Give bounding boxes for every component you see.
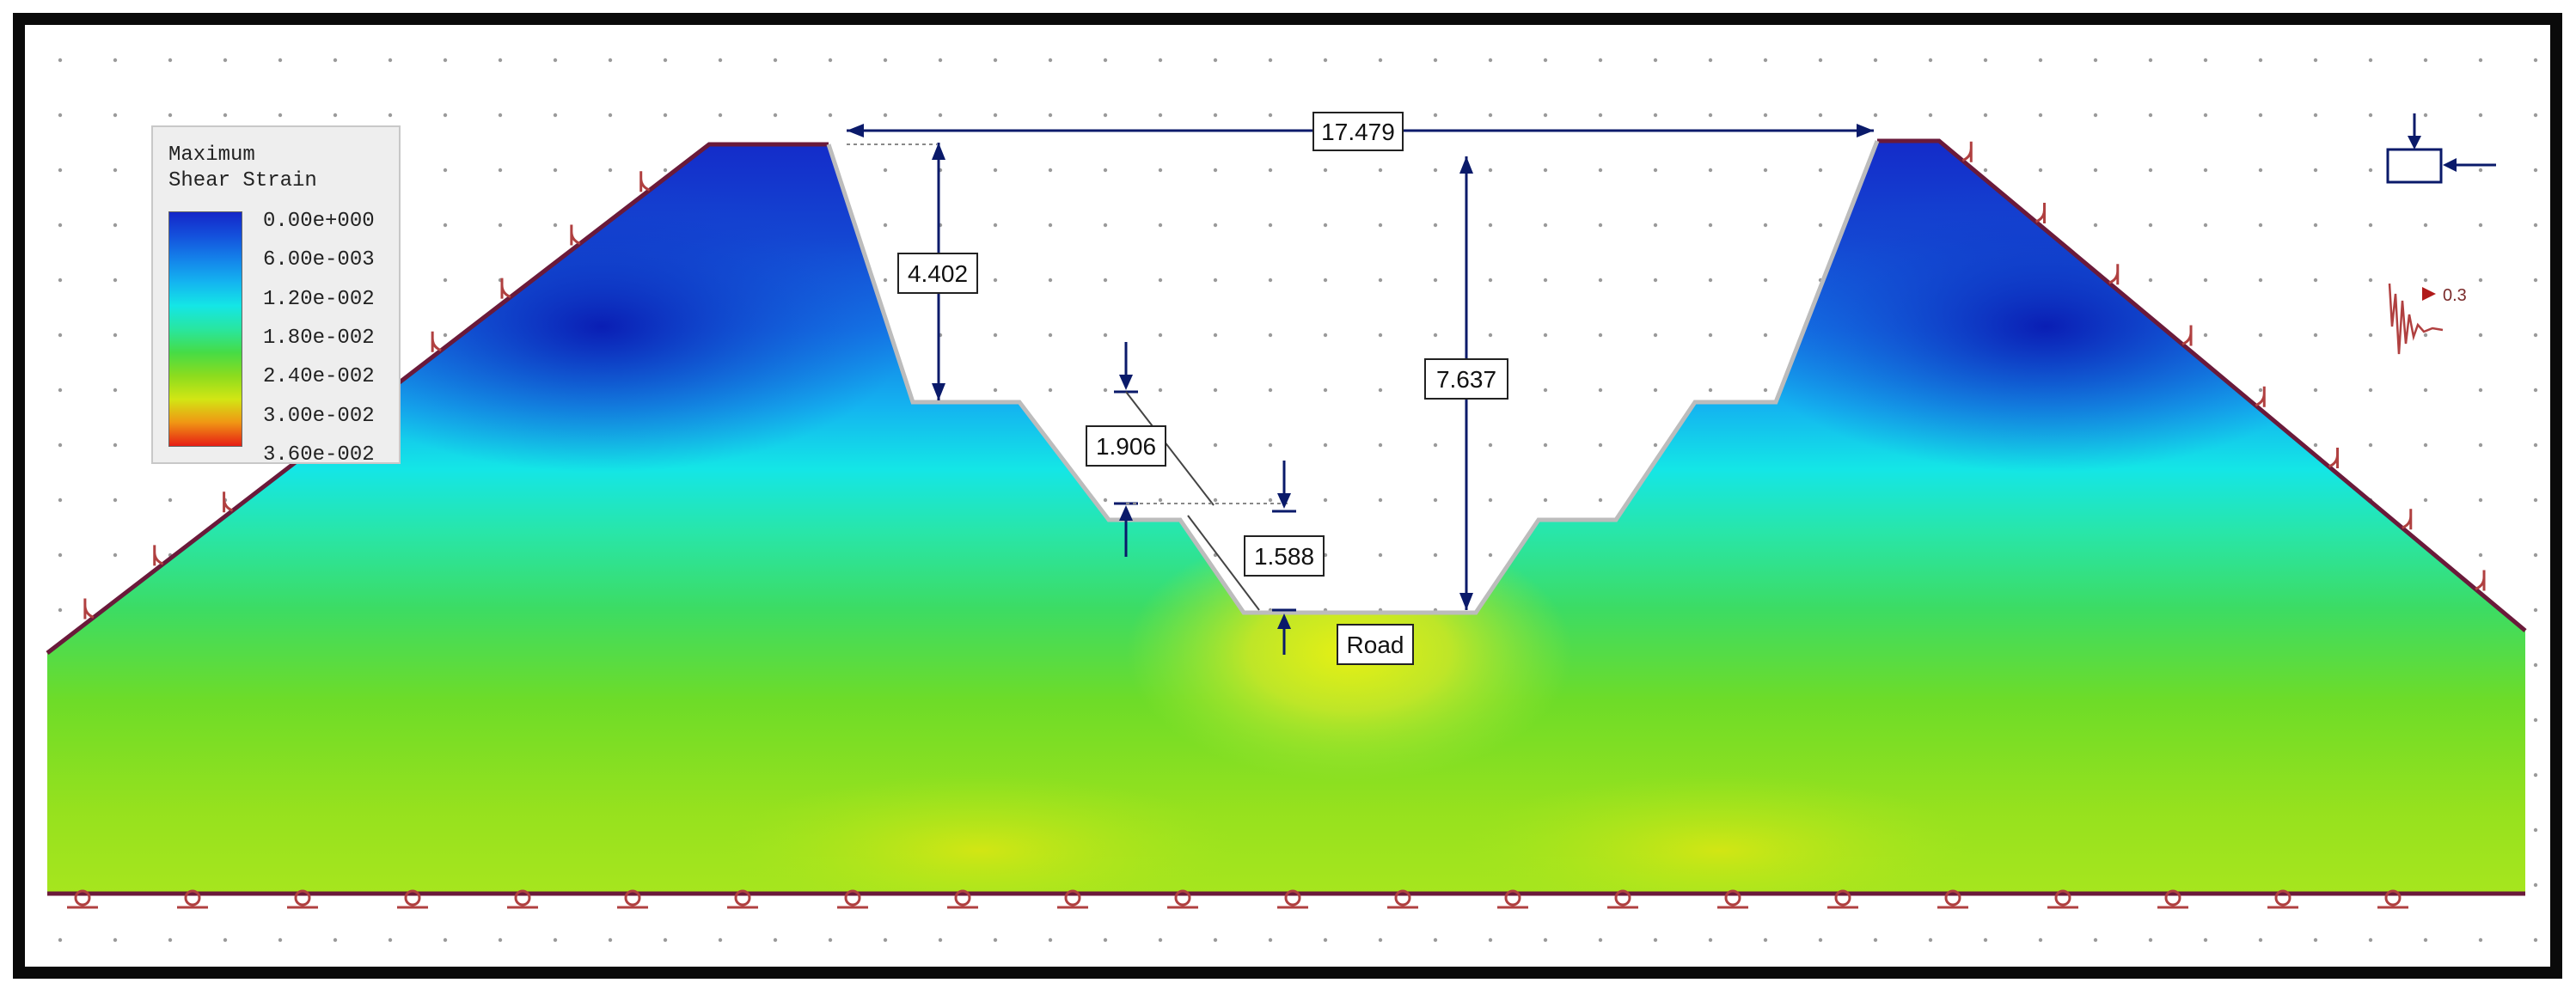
roller-support-icon — [1607, 889, 1638, 909]
strain-legend: Maximum Shear Strain 0.00e+000 6.00e-003 1… — [151, 125, 401, 467]
legend-title: Maximum Shear Strain — [168, 143, 317, 192]
hinge-support-icon — [639, 171, 651, 192]
roller-support-icon — [2377, 889, 2408, 909]
roller-support-icon — [507, 889, 538, 909]
hinge-support-icon — [2181, 325, 2193, 346]
seismic-wave-icon: 0.3 — [2388, 283, 2467, 355]
seismic-coefficient: 0.3 — [2443, 286, 2467, 305]
dimension-lower-bench: 1.588 — [1187, 461, 1325, 655]
legend-label: 3.60e-002 — [263, 443, 375, 467]
hinge-support-icon — [1961, 141, 1973, 162]
roller-support-icon — [1387, 889, 1418, 909]
legend-label: 1.20e-002 — [263, 287, 375, 311]
roller-support-icon — [287, 889, 318, 909]
roller-support-icon — [947, 889, 978, 909]
hinge-support-icon — [223, 491, 234, 513]
roller-support-icon — [1717, 889, 1748, 909]
dimension-upper-bench: 4.402 — [897, 143, 978, 400]
dimension-middle-bench: 1.906 — [1086, 342, 1289, 557]
base-roller-supports — [67, 889, 2408, 909]
hinge-support-icon — [2402, 509, 2413, 530]
roller-support-icon — [2267, 889, 2298, 909]
road-label: Road — [1337, 624, 1414, 665]
slope-boundary — [46, 142, 829, 655]
roller-support-icon — [837, 889, 868, 909]
top-width-value: 17.479 — [1321, 119, 1395, 145]
legend-label: 6.00e-003 — [263, 248, 375, 272]
roller-support-icon — [727, 889, 758, 909]
upper-bench-value: 4.402 — [908, 260, 968, 287]
legend-label: 1.80e-002 — [263, 326, 375, 350]
roller-support-icon — [1937, 889, 1968, 909]
hinge-support-icon — [2108, 264, 2120, 285]
roller-support-icon — [1167, 889, 1198, 909]
hinge-support-icon — [2034, 203, 2047, 224]
hinge-support-icon — [153, 545, 164, 566]
legend-label: 3.00e-002 — [263, 404, 375, 428]
roller-support-icon — [1057, 889, 1088, 909]
legend-label: 2.40e-002 — [263, 365, 375, 389]
middle-bench-value: 1.906 — [1096, 433, 1156, 460]
roller-support-icon — [1827, 889, 1858, 909]
roller-support-icon — [397, 889, 428, 909]
hinge-support-icon — [2255, 386, 2266, 407]
roller-support-icon — [2157, 889, 2188, 909]
legend-color-bar — [168, 211, 242, 447]
hinge-support-icon — [2328, 448, 2340, 469]
road-text: Road — [1347, 632, 1404, 658]
dimension-top-width: 17.479 — [847, 112, 1874, 151]
dimension-total-depth: 7.637 — [1424, 156, 1508, 610]
total-depth-value: 7.637 — [1436, 366, 1496, 393]
hinge-support-icon — [570, 224, 581, 246]
load-indicator-icon — [2386, 113, 2496, 184]
hinge-support-icon — [2475, 570, 2486, 591]
roller-support-icon — [177, 889, 208, 909]
cut-profile — [826, 140, 1880, 615]
roller-support-icon — [1497, 889, 1528, 909]
hinge-support-icon — [500, 278, 511, 299]
hinge-support-icon — [83, 598, 95, 620]
roller-support-icon — [617, 889, 648, 909]
roller-support-icon — [1277, 889, 1308, 909]
hinge-support-icon — [431, 331, 442, 352]
roller-support-icon — [67, 889, 98, 909]
lower-bench-value: 1.588 — [1254, 543, 1314, 570]
roller-support-icon — [2047, 889, 2078, 909]
legend-label: 0.00e+000 — [263, 210, 375, 233]
